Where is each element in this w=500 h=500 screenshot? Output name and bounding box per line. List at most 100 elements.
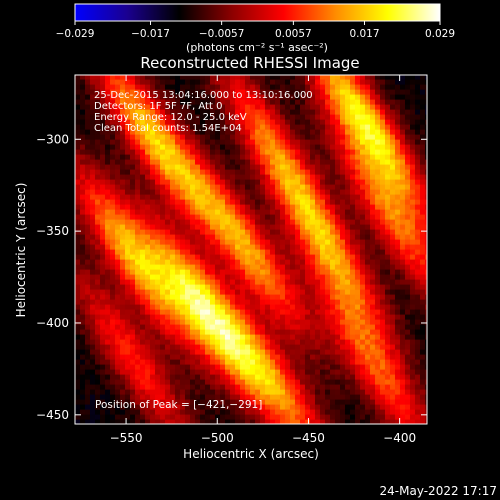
heatmap-cell bbox=[340, 194, 346, 200]
heatmap-cell bbox=[210, 174, 216, 180]
heatmap-cell bbox=[370, 159, 376, 165]
heatmap-cell bbox=[190, 334, 196, 340]
heatmap-cell bbox=[360, 319, 366, 325]
heatmap-cell bbox=[340, 369, 346, 375]
heatmap-cell bbox=[255, 389, 261, 395]
heatmap-cell bbox=[280, 374, 286, 380]
heatmap-cell bbox=[290, 419, 296, 424]
heatmap-cell bbox=[160, 104, 166, 110]
heatmap-cell bbox=[345, 179, 351, 185]
heatmap-cell bbox=[125, 404, 131, 410]
heatmap-cell bbox=[425, 294, 427, 300]
heatmap-cell bbox=[135, 199, 141, 205]
heatmap-cell bbox=[255, 209, 261, 215]
heatmap-cell bbox=[185, 299, 191, 305]
heatmap-cell bbox=[150, 229, 156, 235]
heatmap-cell bbox=[395, 129, 401, 135]
heatmap-cell bbox=[75, 89, 81, 95]
heatmap-cell bbox=[120, 214, 126, 220]
heatmap-cell bbox=[290, 184, 296, 190]
heatmap-cell bbox=[235, 299, 241, 305]
heatmap-cell bbox=[220, 134, 226, 140]
heatmap-cell bbox=[155, 254, 161, 260]
heatmap-cell bbox=[105, 124, 111, 130]
heatmap-cell bbox=[270, 299, 276, 305]
heatmap-cell bbox=[270, 319, 276, 325]
heatmap-cell bbox=[230, 314, 236, 320]
heatmap-cell bbox=[260, 104, 266, 110]
heatmap-cell bbox=[105, 254, 111, 260]
heatmap-cell bbox=[415, 379, 421, 385]
heatmap-cell bbox=[200, 114, 206, 120]
heatmap-cell bbox=[420, 269, 426, 275]
heatmap-cell bbox=[380, 149, 386, 155]
heatmap-cell bbox=[200, 124, 206, 130]
heatmap-cell bbox=[250, 369, 256, 375]
heatmap-cell bbox=[225, 329, 231, 335]
heatmap-cell bbox=[405, 154, 411, 160]
heatmap-cell bbox=[415, 79, 421, 85]
heatmap-cell bbox=[310, 84, 316, 90]
heatmap-cell bbox=[390, 264, 396, 270]
heatmap-cell bbox=[150, 254, 156, 260]
heatmap-cell bbox=[170, 134, 176, 140]
heatmap-cell bbox=[265, 394, 271, 400]
heatmap-cell bbox=[370, 369, 376, 375]
heatmap-cell bbox=[185, 394, 191, 400]
heatmap-cell bbox=[205, 329, 211, 335]
heatmap-cell bbox=[305, 189, 311, 195]
heatmap-cell bbox=[390, 234, 396, 240]
heatmap-cell bbox=[175, 199, 181, 205]
heatmap-cell bbox=[395, 354, 401, 360]
heatmap-cell bbox=[115, 364, 121, 370]
heatmap-cell bbox=[415, 394, 421, 400]
heatmap-cell bbox=[175, 119, 181, 125]
heatmap-cell bbox=[185, 339, 191, 345]
heatmap-cell bbox=[390, 394, 396, 400]
heatmap-cell bbox=[135, 364, 141, 370]
heatmap-cell bbox=[130, 179, 136, 185]
heatmap-cell bbox=[280, 384, 286, 390]
heatmap-cell bbox=[320, 354, 326, 360]
heatmap-cell bbox=[280, 164, 286, 170]
heatmap-cell bbox=[135, 179, 141, 185]
heatmap-cell bbox=[280, 234, 286, 240]
heatmap-cell bbox=[125, 359, 131, 365]
heatmap-cell bbox=[375, 269, 381, 275]
heatmap-cell bbox=[175, 279, 181, 285]
heatmap-cell bbox=[405, 229, 411, 235]
heatmap-cell bbox=[365, 179, 371, 185]
heatmap-cell bbox=[90, 104, 96, 110]
heatmap-cell bbox=[160, 139, 166, 145]
heatmap-cell bbox=[265, 339, 271, 345]
heatmap-cell bbox=[130, 224, 136, 230]
heatmap-cell bbox=[370, 319, 376, 325]
heatmap-cell bbox=[180, 349, 186, 355]
heatmap-cell bbox=[310, 284, 316, 290]
heatmap-cell bbox=[165, 129, 171, 135]
heatmap-cell bbox=[285, 124, 291, 130]
heatmap-cell bbox=[75, 304, 81, 310]
heatmap-cell bbox=[350, 154, 356, 160]
heatmap-cell bbox=[125, 419, 131, 424]
heatmap-cell bbox=[185, 189, 191, 195]
heatmap-cell bbox=[170, 279, 176, 285]
heatmap-cell bbox=[120, 124, 126, 130]
heatmap-cell bbox=[325, 364, 331, 370]
heatmap-cell bbox=[330, 399, 336, 405]
heatmap-cell bbox=[75, 389, 81, 395]
heatmap-cell bbox=[130, 269, 136, 275]
heatmap-cell bbox=[105, 314, 111, 320]
heatmap-cell bbox=[85, 224, 91, 230]
heatmap-cell bbox=[100, 89, 106, 95]
heatmap-cell bbox=[205, 214, 211, 220]
heatmap-cell bbox=[90, 184, 96, 190]
heatmap-cell bbox=[380, 84, 386, 90]
heatmap-cell bbox=[160, 279, 166, 285]
heatmap-cell bbox=[375, 239, 381, 245]
heatmap-cell bbox=[150, 269, 156, 275]
heatmap-cell bbox=[295, 354, 301, 360]
heatmap-cell bbox=[260, 309, 266, 315]
heatmap-cell bbox=[190, 124, 196, 130]
heatmap-cell bbox=[310, 124, 316, 130]
